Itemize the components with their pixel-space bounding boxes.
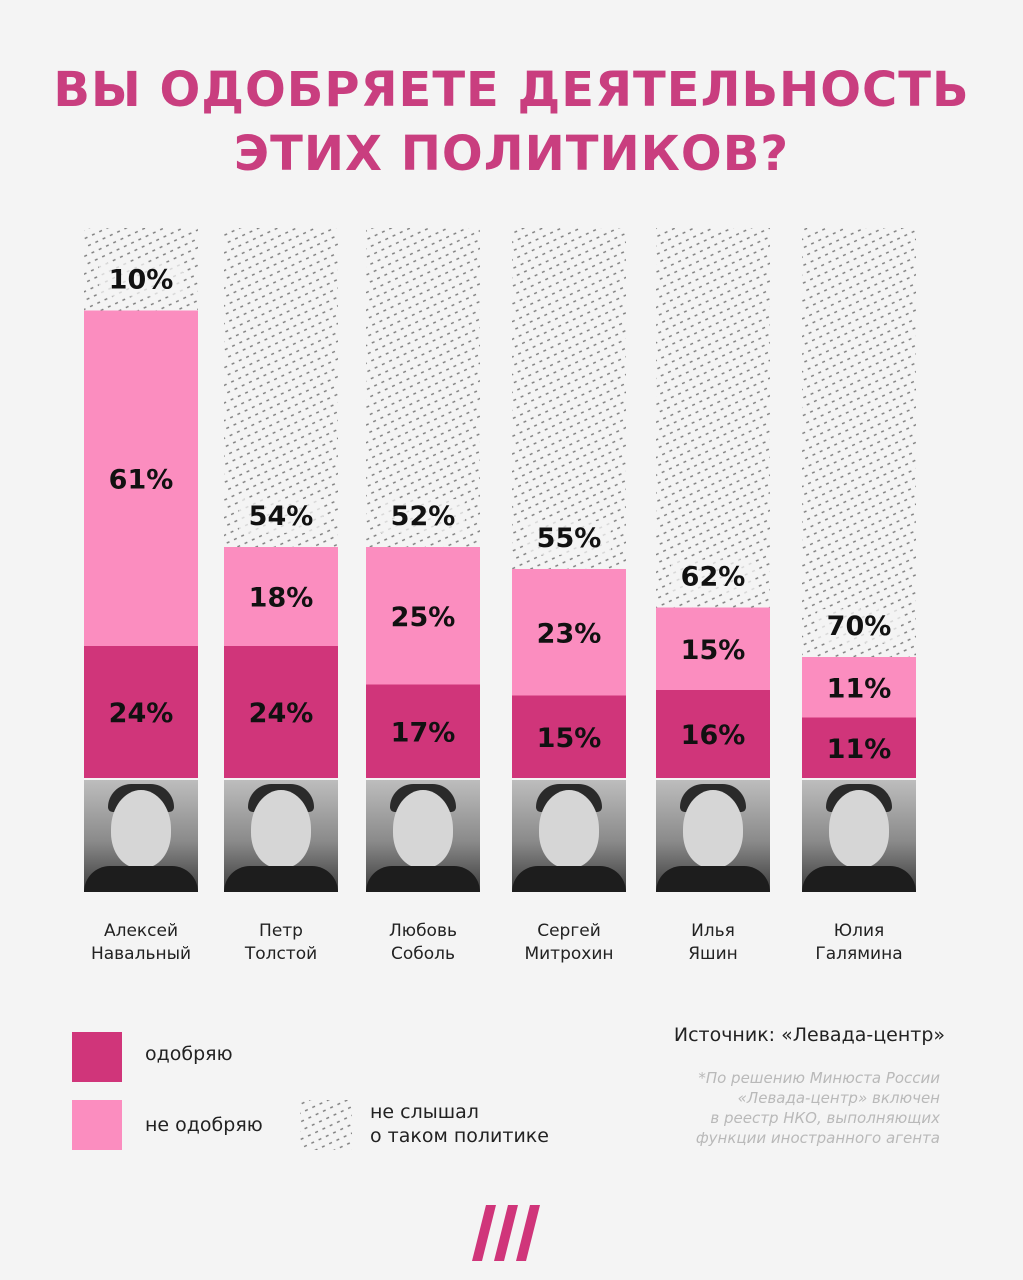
legend-approve-label: одобряю: [145, 1043, 233, 1065]
foreign-agent-note: *По решению Минюста России «Левада-центр…: [695, 1069, 940, 1147]
bar-approve: [366, 684, 480, 778]
politician-name: Петр Толстой: [244, 921, 318, 964]
stacked-bar-chart: 24% 61% 10% 24% 18% 54% 17% 25% 52% 15% 23% 55% 16% 1…: [84, 228, 916, 778]
label-disapprove: 18%: [249, 583, 314, 614]
chart-title: ВЫ ОДОБРЯЕТЕ ДЕЯТЕЛЬНОСТЬ ЭТИХ ПОЛИТИКОВ…: [0, 58, 1023, 186]
label-not-heard-backing: [817, 609, 901, 643]
bar-disapprove: [366, 547, 480, 685]
label-not-heard-backing: [671, 559, 755, 594]
label-not-heard: 62%: [681, 562, 746, 593]
politician-name: Юлия Галямина: [815, 921, 903, 964]
bar-approve: [802, 717, 916, 778]
bar-disapprove: [224, 547, 338, 646]
label-approve: 17%: [391, 717, 456, 748]
chart-title-line-1: ВЫ ОДОБРЯЕТЕ ДЕЯТЕЛЬНОСТЬ: [53, 62, 970, 118]
label-not-heard: 54%: [249, 501, 314, 532]
label-disapprove: 61%: [109, 464, 174, 495]
bar-approve: [512, 695, 626, 778]
bar-disapprove: [656, 607, 770, 690]
label-approve: 15%: [537, 723, 602, 754]
bar-approve: [656, 690, 770, 778]
label-approve: 24%: [109, 698, 174, 729]
politician-name: Сергей Митрохин: [524, 921, 614, 964]
legend-not-heard-label: не слышал о таком политике: [370, 1101, 549, 1147]
politician-photo: [366, 780, 480, 892]
politician-photo: [656, 780, 770, 892]
label-not-heard-backing: [527, 521, 611, 555]
label-not-heard-backing: [381, 499, 465, 533]
label-disapprove: 25%: [391, 602, 456, 633]
label-not-heard: 52%: [391, 501, 456, 532]
bar-approve: [224, 646, 338, 778]
legend-disapprove-swatch: [72, 1100, 122, 1150]
politician-photo: [224, 780, 338, 892]
label-not-heard-backing: [99, 262, 183, 297]
bar-approve: [84, 646, 198, 778]
label-not-heard: 10%: [109, 265, 174, 296]
label-approve: 16%: [681, 720, 746, 751]
label-not-heard: 70%: [827, 611, 892, 642]
politician-name: Илья Яшин: [688, 921, 738, 964]
legend-approve-swatch: [72, 1032, 122, 1082]
label-approve: 11%: [827, 734, 892, 765]
politician-photo: [84, 780, 198, 892]
label-disapprove: 15%: [681, 635, 746, 666]
label-not-heard-backing: [239, 499, 323, 533]
dozhd-logo-icon: [472, 1205, 540, 1261]
politician-name: Алексей Навальный: [90, 921, 192, 964]
bar-disapprove: [802, 657, 916, 718]
politician-name: Любовь Соболь: [388, 921, 458, 964]
bar-disapprove: [512, 569, 626, 696]
label-not-heard: 55%: [537, 523, 602, 554]
politician-photo: [512, 780, 626, 892]
bar-disapprove: [84, 310, 198, 646]
label-disapprove: 23%: [537, 618, 602, 649]
politician-photo: [802, 780, 916, 892]
label-approve: 24%: [249, 698, 314, 729]
legend-disapprove-label: не одобряю: [145, 1114, 263, 1136]
legend-not-heard-swatch: [300, 1100, 352, 1150]
label-disapprove: 11%: [827, 673, 892, 704]
chart-title-line-2: ЭТИХ ПОЛИТИКОВ?: [233, 126, 790, 182]
source-text: Источник: «Левада-центр»: [673, 1024, 945, 1046]
